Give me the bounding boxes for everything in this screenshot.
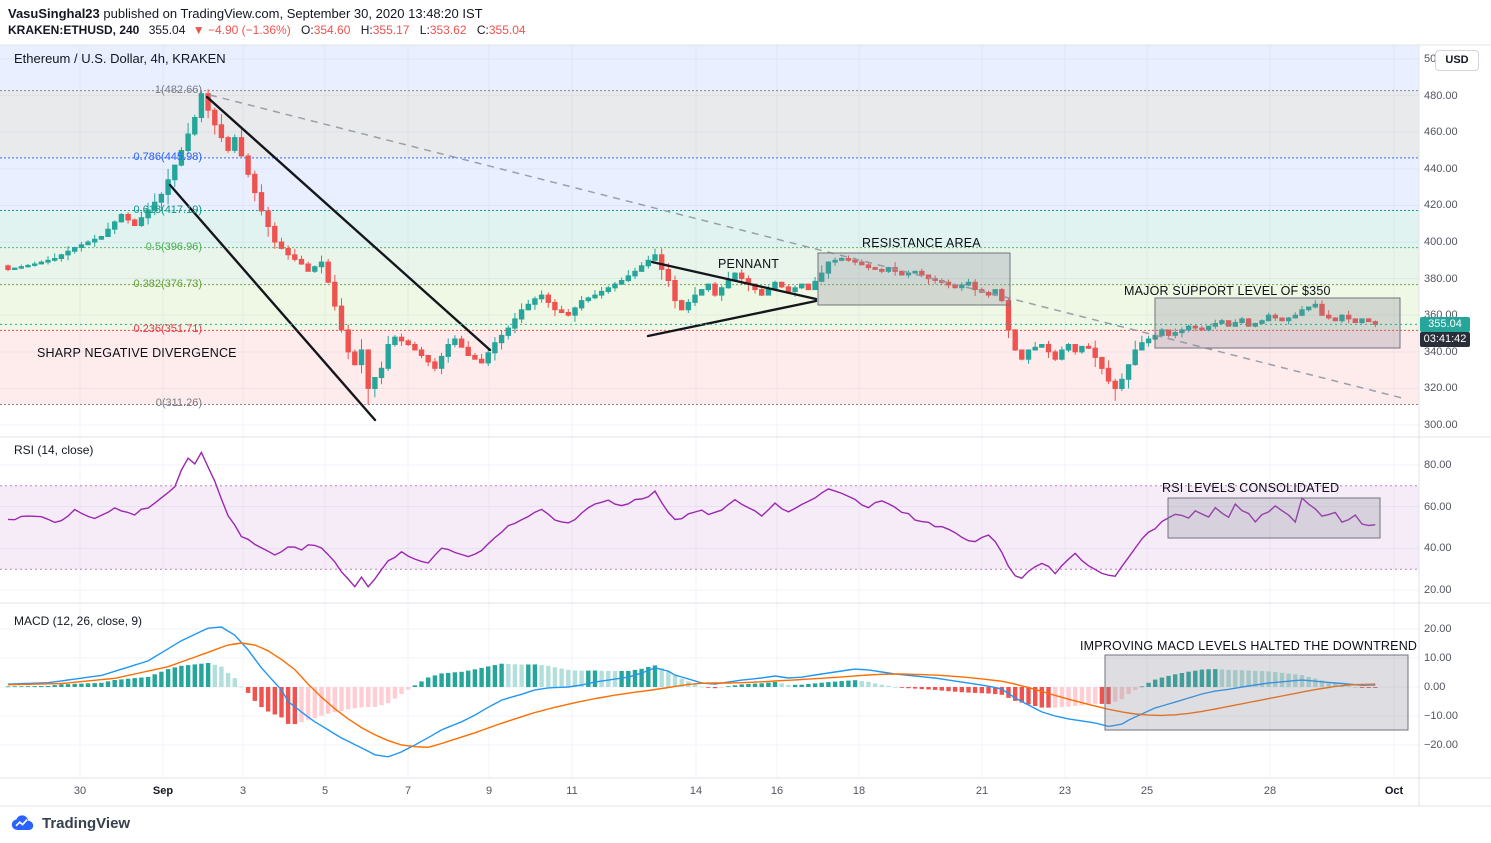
fib-band: [0, 247, 1419, 285]
macd-signal-line: [7, 642, 1376, 749]
drawing-text[interactable]: PENNANT: [718, 257, 780, 271]
close-value: 355.04: [488, 23, 526, 37]
drawing-text[interactable]: MAJOR SUPPORT LEVEL OF $350: [1124, 284, 1331, 298]
time-axis-label[interactable]: 7: [404, 785, 412, 797]
byline-text: published on TradingView.com, September …: [103, 6, 483, 21]
time-axis-label[interactable]: Oct: [1384, 785, 1404, 797]
fib-level-label: 0(311.26): [155, 397, 202, 410]
tradingview-logo-icon[interactable]: [10, 814, 36, 833]
time-axis-label[interactable]: 11: [566, 785, 578, 797]
trendline-drawing[interactable]: [650, 260, 818, 301]
price-axis-label: 380.00: [1424, 272, 1458, 285]
price-pane-title: Ethereum / U.S. Dollar, 4h, KRAKEN: [14, 51, 226, 66]
rsi-line: [7, 450, 1376, 588]
time-axis-label[interactable]: 18: [852, 785, 866, 797]
trendline-drawing[interactable]: [646, 299, 818, 338]
price-axis-label: 440.00: [1424, 162, 1458, 175]
price-change: ▼ −4.90 (−1.36%): [192, 23, 291, 37]
time-axis-label[interactable]: 3: [239, 785, 247, 797]
last-price-badge: 355.04: [1420, 317, 1470, 332]
rsi-consolidation-box[interactable]: [1167, 497, 1381, 539]
macd-axis-label: −20.00: [1424, 738, 1458, 751]
time-axis-label[interactable]: 28: [1263, 785, 1277, 797]
footer-brand[interactable]: TradingView: [42, 815, 131, 832]
low-label: L:: [419, 23, 430, 37]
time-axis-label[interactable]: 23: [1058, 785, 1072, 797]
rsi-pane-title: RSI (14, close): [14, 443, 94, 457]
time-axis-label[interactable]: 30: [73, 785, 87, 797]
trendline-drawing[interactable]: [168, 183, 377, 422]
price-axis-label: 480.00: [1424, 89, 1458, 102]
time-axis-label[interactable]: 14: [689, 785, 703, 797]
high-value: 355.17: [372, 23, 410, 37]
macd-pane-title: MACD (12, 26, close, 9): [14, 614, 143, 628]
candlestick-series-up[interactable]: [12, 90, 1365, 398]
close-label: C:: [476, 23, 489, 37]
time-axis-label[interactable]: Sep: [152, 785, 174, 797]
drawing-text[interactable]: RSI LEVELS CONSOLIDATED: [1162, 481, 1340, 495]
byline: VasuSinghal23 published on TradingView.c…: [8, 6, 483, 21]
rsi-axis-label: 60.00: [1424, 500, 1452, 513]
open-label: O:: [301, 23, 314, 37]
time-axis-label[interactable]: 16: [770, 785, 784, 797]
price-axis-label: 460.00: [1424, 126, 1458, 139]
grid: [0, 45, 1419, 778]
candlestick-series-down[interactable]: [5, 89, 1378, 405]
fib-level-label: 1(482.66): [154, 83, 202, 96]
fib-level-label: 0.5(396.96): [145, 240, 202, 253]
fib-level-label: 0.618(417.19): [133, 203, 203, 216]
rsi-axis-label: 20.00: [1424, 584, 1452, 597]
time-axis-label[interactable]: 5: [321, 785, 329, 797]
rsi-axis-label: 80.00: [1424, 458, 1452, 471]
macd-axis-label: 20.00: [1424, 623, 1452, 636]
price-axis-label: 340.00: [1424, 345, 1458, 358]
symbol-label: KRAKEN:ETHUSD, 240: [8, 23, 140, 37]
trendline-drawing[interactable]: [205, 95, 492, 352]
price-axis[interactable]: [1420, 45, 1491, 778]
drawing-text[interactable]: SHARP NEGATIVE DIVERGENCE: [37, 346, 237, 360]
macd-axis-label: 0.00: [1424, 681, 1446, 694]
time-axis-label[interactable]: 25: [1140, 785, 1154, 797]
bar-countdown-badge: 03:41:42: [1420, 332, 1470, 347]
high-label: H:: [360, 23, 373, 37]
time-axis-label[interactable]: 9: [485, 785, 493, 797]
time-axis-label[interactable]: 21: [975, 785, 989, 797]
symbol-line: KRAKEN:ETHUSD, 240 355.04 ▼ −4.90 (−1.36…: [8, 23, 526, 37]
price-axis-label: 400.00: [1424, 236, 1458, 248]
last-price-value: 355.04: [148, 23, 186, 37]
low-value: 353.62: [429, 23, 467, 37]
fib-level-label: 0.382(376.73): [133, 277, 203, 290]
rsi-axis-label: 40.00: [1424, 542, 1452, 555]
fib-level-label: 0.786(445.98): [133, 150, 203, 163]
author-name: VasuSinghal23: [8, 6, 100, 21]
price-axis-label: 420.00: [1424, 199, 1458, 212]
macd-line: [7, 626, 1376, 758]
drawing-text[interactable]: IMPROVING MACD LEVELS HALTED THE DOWNTRE…: [1080, 639, 1418, 653]
open-value: 354.60: [313, 23, 351, 37]
macd-improvement-box[interactable]: [1104, 654, 1409, 731]
resistance-area-box[interactable]: [817, 252, 1011, 306]
fib-band: [0, 157, 1419, 211]
fib-band: [0, 45, 1419, 91]
macd-axis-label: 10.00: [1424, 652, 1452, 665]
fib-band: [0, 210, 1419, 248]
price-axis-label: 300.00: [1424, 419, 1458, 432]
price-axis-label: 320.00: [1424, 382, 1458, 395]
support-level-box[interactable]: [1154, 297, 1401, 349]
macd-axis-label: −10.00: [1424, 709, 1458, 722]
dashed-trendline-drawing[interactable]: [209, 94, 1403, 399]
currency-toggle-button[interactable]: USD: [1435, 50, 1479, 71]
fib-level-label: 0.236(351.71): [133, 323, 203, 336]
footer: TradingView: [10, 814, 130, 833]
drawing-text[interactable]: RESISTANCE AREA: [862, 236, 981, 250]
